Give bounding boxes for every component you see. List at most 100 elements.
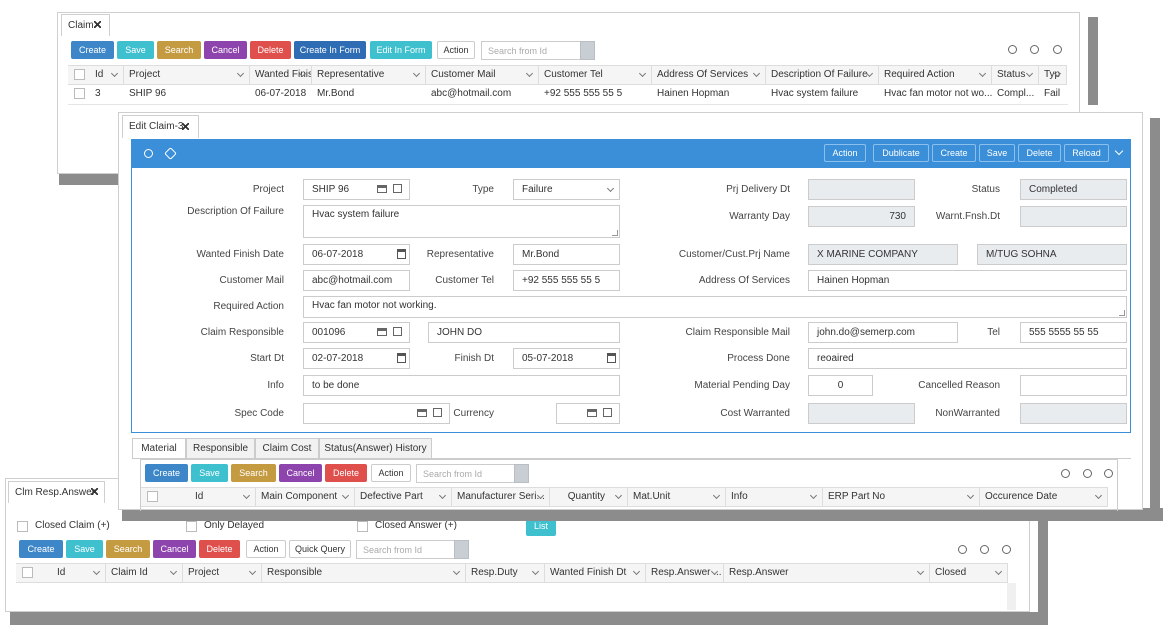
filter-label[interactable]: Closed Claim (+): [35, 520, 110, 531]
column-header[interactable]: Id: [190, 487, 256, 507]
input[interactable]: [1020, 403, 1127, 424]
column-header[interactable]: Id: [90, 65, 124, 85]
column-header[interactable]: Occurence Date: [980, 487, 1108, 507]
tab-close[interactable]: [91, 488, 98, 495]
input[interactable]: M/TUG SOHNA: [977, 244, 1127, 265]
column-header[interactable]: Description Of Failure: [766, 65, 879, 85]
search-input[interactable]: Search from Id: [481, 41, 595, 60]
calendar-icon[interactable]: [397, 249, 406, 259]
toolbar-icon[interactable]: [1030, 45, 1039, 54]
search-input[interactable]: Search from Id: [356, 540, 469, 559]
input[interactable]: Hainen Hopman: [808, 270, 1127, 291]
column-header[interactable]: Wanted Finish: [250, 65, 312, 85]
toolbar-button[interactable]: Search: [231, 464, 276, 482]
input[interactable]: 05-07-2018: [513, 348, 620, 369]
tab[interactable]: Clm Resp.Answer: [8, 481, 105, 503]
toolbar-icon[interactable]: [1104, 469, 1113, 478]
toolbar-button[interactable]: Save: [191, 464, 228, 482]
column-header[interactable]: Main Component: [256, 487, 355, 507]
toolbar-icon[interactable]: [1083, 469, 1092, 478]
header-button[interactable]: Save: [979, 144, 1015, 162]
header-button[interactable]: Dublicate: [873, 144, 929, 162]
toolbar-button[interactable]: Create In Form: [294, 41, 366, 59]
input[interactable]: [808, 179, 915, 200]
input[interactable]: [1020, 206, 1127, 227]
column-header[interactable]: Closed: [930, 563, 1008, 583]
column-header[interactable]: Project: [183, 563, 262, 583]
toolbar-button[interactable]: Quick Query: [289, 540, 351, 558]
column-header[interactable]: Wanted Finish Dt: [545, 563, 646, 583]
column-header[interactable]: Resp.Duty: [466, 563, 545, 583]
sub-tab[interactable]: Responsible: [186, 438, 255, 459]
toolbar-button[interactable]: Action: [371, 464, 411, 482]
toolbar-button[interactable]: Cancel: [204, 41, 247, 59]
input[interactable]: 001096: [303, 322, 410, 343]
grid-cell[interactable]: Compl...: [997, 88, 1035, 99]
open-icon[interactable]: [393, 184, 402, 193]
toolbar-button[interactable]: Cancel: [153, 540, 196, 558]
input[interactable]: john.do@semerp.com: [808, 322, 958, 343]
filter-label[interactable]: Only Delayed: [204, 520, 265, 531]
header-icon[interactable]: [144, 149, 153, 158]
column-header[interactable]: Responsible: [262, 563, 466, 583]
toolbar-icon[interactable]: [1061, 469, 1070, 478]
toolbar-button[interactable]: Search: [157, 41, 201, 59]
grid-cell[interactable]: SHIP 96: [129, 88, 167, 99]
column-header[interactable]: Status: [992, 65, 1039, 85]
toolbar-button[interactable]: Create: [19, 540, 63, 558]
column-header[interactable]: Customer Tel: [539, 65, 652, 85]
toolbar-icon[interactable]: [980, 545, 989, 554]
toolbar-button[interactable]: Save: [66, 540, 103, 558]
grid-cell[interactable]: Hainen Hopman: [657, 88, 730, 99]
search-dropdown[interactable]: [580, 41, 595, 60]
input[interactable]: 730: [808, 206, 915, 227]
tab-close[interactable]: [94, 21, 101, 28]
checkbox[interactable]: [186, 521, 197, 532]
toolbar-icon[interactable]: [1053, 45, 1062, 54]
column-header[interactable]: Resp.Answer: [724, 563, 930, 583]
input[interactable]: Hvac system failure: [303, 205, 620, 238]
grid-cell[interactable]: 3: [95, 88, 101, 99]
column-header[interactable]: Representative: [312, 65, 426, 85]
grid-cell[interactable]: Hvac fan motor not wo...: [884, 88, 992, 99]
header-button[interactable]: Delete: [1018, 144, 1061, 162]
input[interactable]: Hvac fan motor not working.: [303, 296, 1127, 318]
input[interactable]: [808, 403, 915, 424]
input[interactable]: 0: [808, 375, 873, 396]
column-header[interactable]: Mat.Unit: [628, 487, 726, 507]
input[interactable]: X MARINE COMPANY: [808, 244, 958, 265]
toolbar-icon[interactable]: [1008, 45, 1017, 54]
toolbar-button[interactable]: Delete: [325, 464, 367, 482]
column-header[interactable]: Required Action: [879, 65, 992, 85]
grid-cell[interactable]: +92 555 555 55 5: [544, 88, 623, 99]
search-input[interactable]: Search from Id: [416, 464, 529, 483]
checkbox[interactable]: [357, 521, 368, 532]
open-icon[interactable]: [393, 327, 402, 336]
column-header[interactable]: Info: [726, 487, 823, 507]
input[interactable]: 06-07-2018: [303, 244, 410, 265]
input[interactable]: 02-07-2018: [303, 348, 410, 369]
column-header[interactable]: Resp.Answer ...: [646, 563, 724, 583]
calendar-icon[interactable]: [607, 353, 616, 363]
search-dropdown[interactable]: [514, 464, 529, 483]
input[interactable]: +92 555 555 55 5: [513, 270, 620, 291]
lookup-icon[interactable]: [377, 328, 387, 336]
sub-tab[interactable]: Status(Answer) History: [319, 438, 432, 459]
tab[interactable]: Edit Claim-3: [122, 115, 199, 138]
toolbar-icon[interactable]: [1002, 545, 1011, 554]
grid-cell[interactable]: 06-07-2018: [255, 88, 307, 99]
lookup-icon[interactable]: [377, 185, 387, 193]
toolbar-button[interactable]: Delete: [199, 540, 240, 558]
header-button[interactable]: Create: [932, 144, 976, 162]
tab-close[interactable]: [182, 123, 189, 130]
checkbox[interactable]: [74, 69, 85, 80]
input[interactable]: Completed: [1020, 179, 1127, 200]
input[interactable]: Mr.Bond: [513, 244, 620, 265]
toolbar-button[interactable]: Cancel: [279, 464, 322, 482]
checkbox[interactable]: [74, 88, 85, 99]
sub-tab[interactable]: Claim Cost: [255, 438, 319, 459]
toolbar-button[interactable]: Search: [106, 540, 150, 558]
column-header[interactable]: Id: [52, 563, 106, 583]
toolbar-button[interactable]: Create: [71, 41, 114, 59]
calendar-icon[interactable]: [397, 353, 406, 363]
